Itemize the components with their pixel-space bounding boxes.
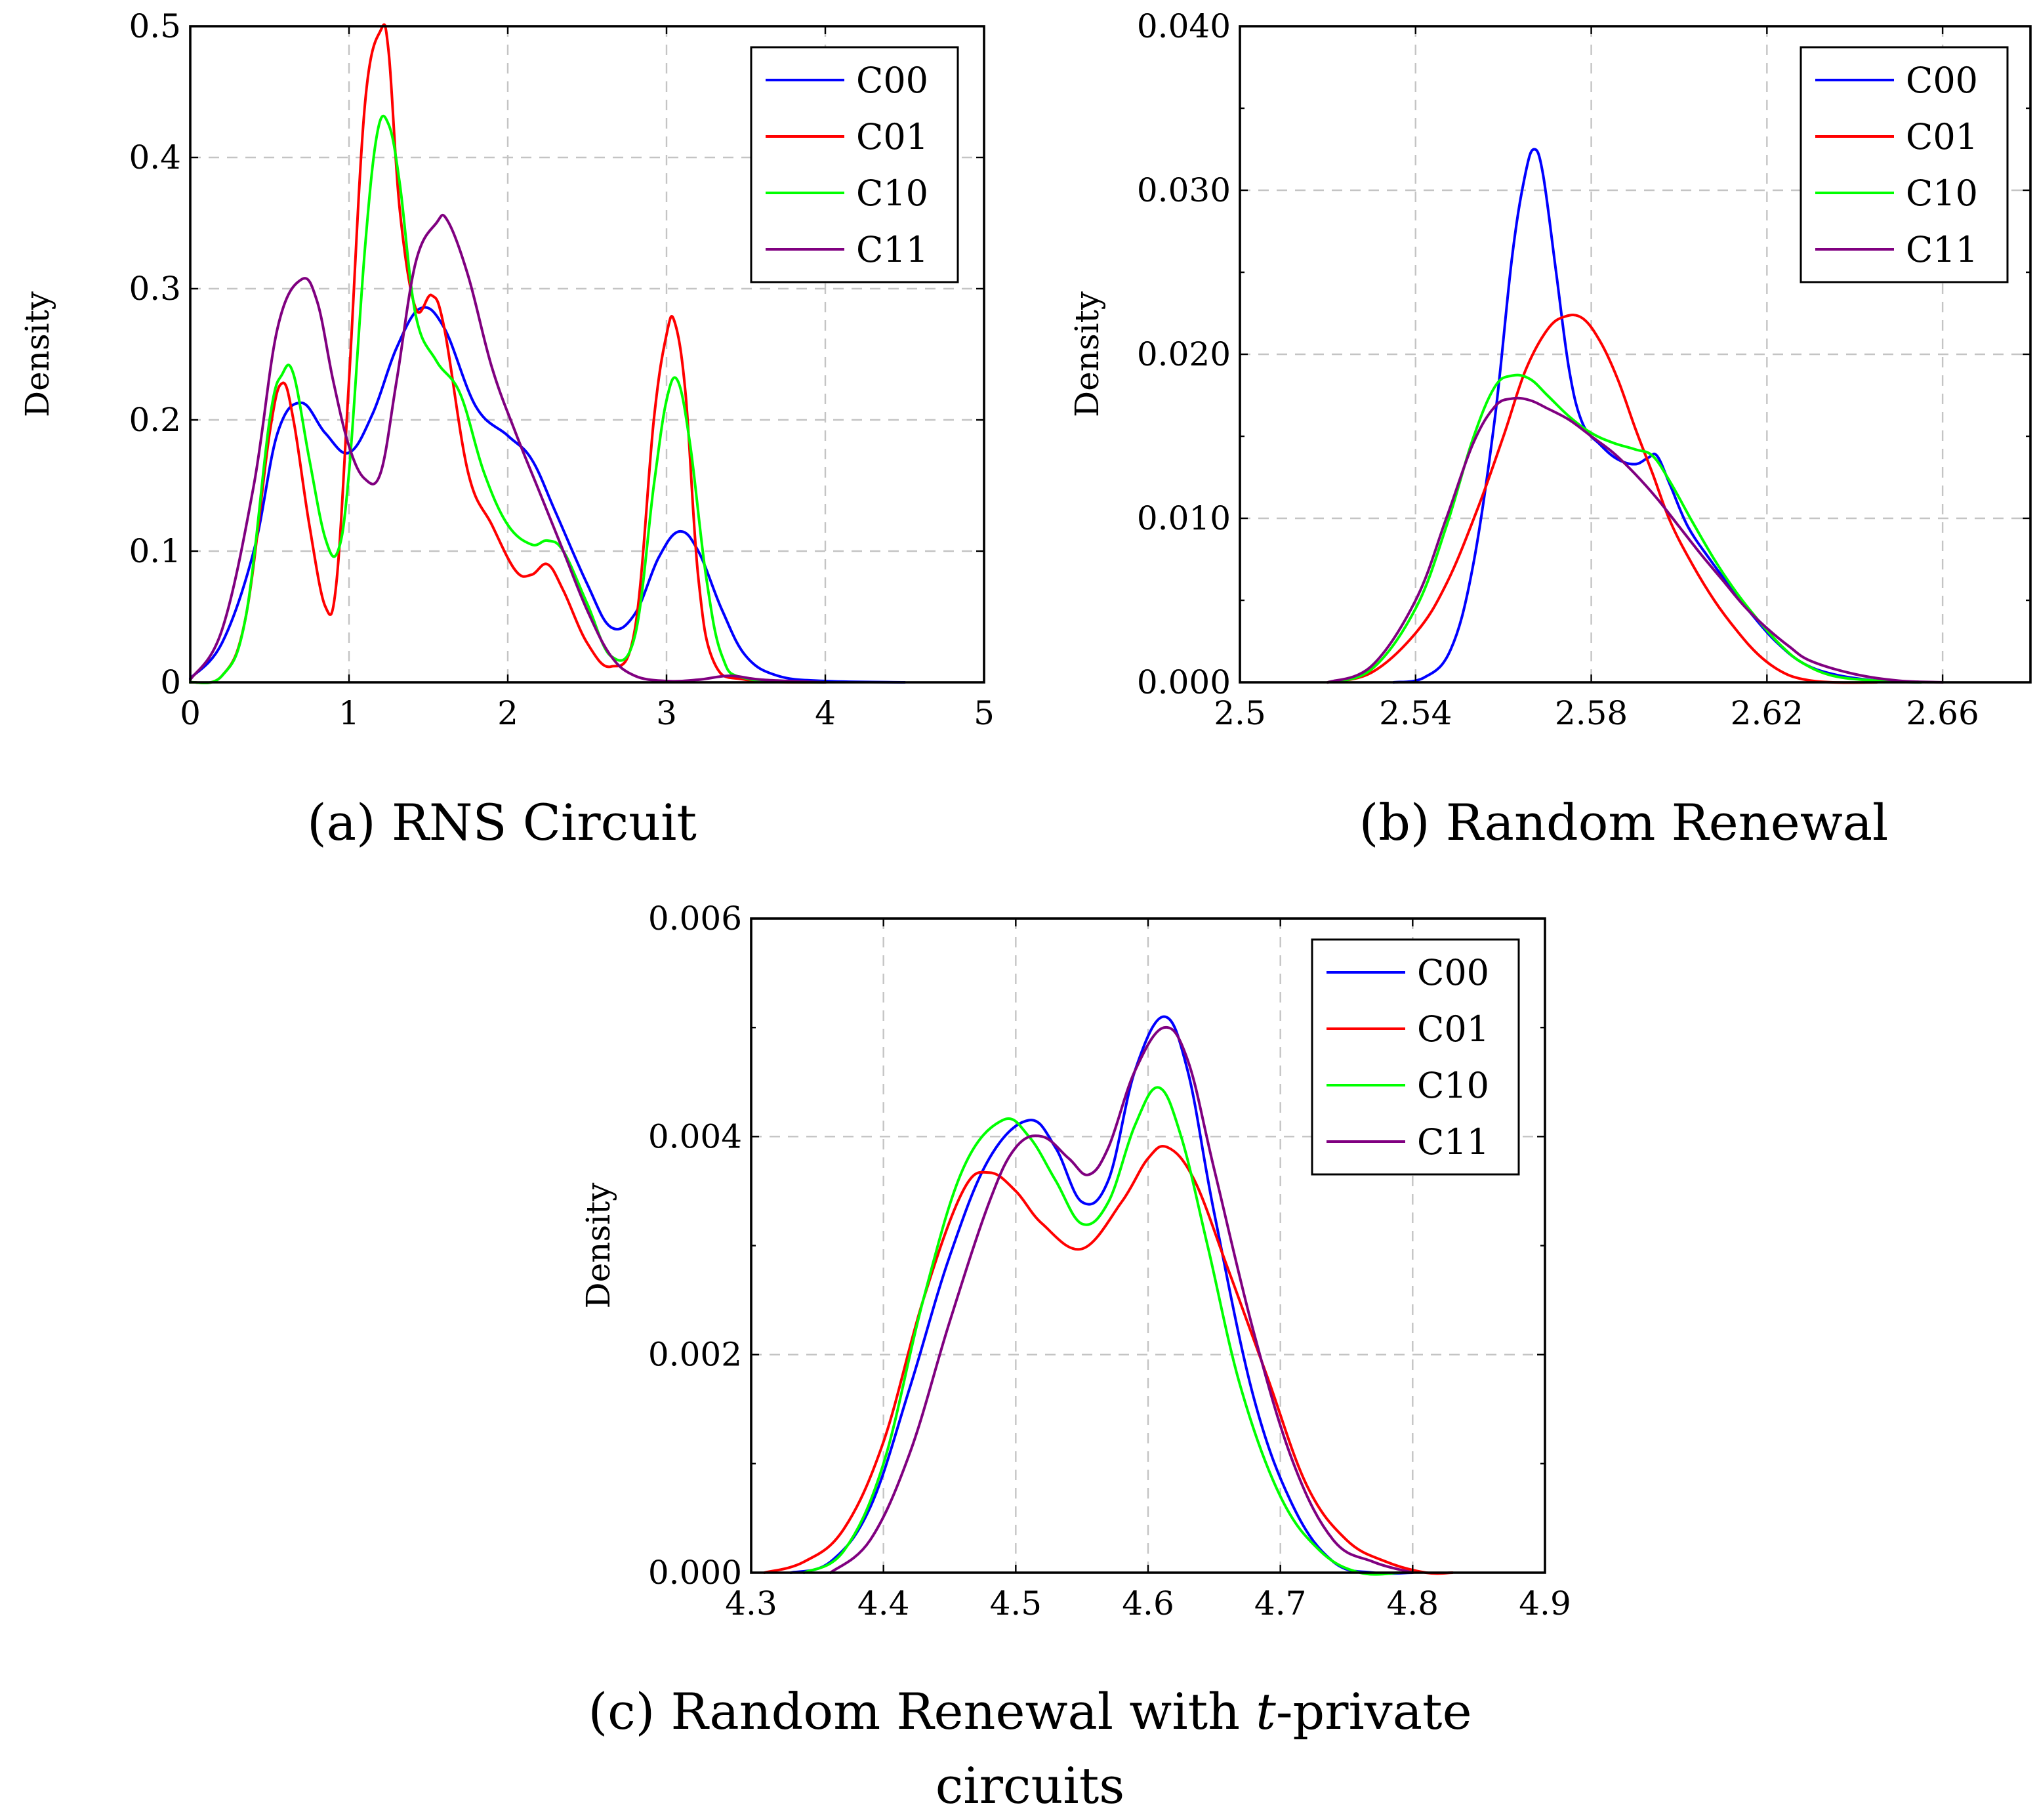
legend-label-c10: C10 <box>1417 1065 1489 1106</box>
legend-label-c00: C00 <box>856 60 928 101</box>
legend-label-c01: C01 <box>856 116 928 157</box>
legend-label-c01: C01 <box>1906 116 1978 157</box>
y-tick-label: 0.3 <box>129 270 181 308</box>
legend-label-c11: C11 <box>856 229 928 270</box>
y-tick-label: 0.020 <box>1137 335 1231 373</box>
panel-caption: (a) RNS Circuit <box>307 793 697 852</box>
legend-label-c11: C11 <box>1417 1121 1489 1163</box>
series-line-c10 <box>802 1086 1401 1576</box>
y-tick-label: 0 <box>160 663 181 701</box>
y-axis-title: Density <box>18 291 56 417</box>
y-tick-label: 0.004 <box>648 1117 742 1155</box>
x-tick-label: 4.4 <box>857 1584 910 1623</box>
legend-box <box>750 46 959 283</box>
y-tick-label: 0.030 <box>1137 171 1231 209</box>
x-tick-label: 2.62 <box>1731 694 1803 732</box>
legend-label-c00: C00 <box>1906 60 1978 101</box>
y-tick-label: 0.000 <box>648 1554 742 1592</box>
panel-caption: (b) Random Renewal <box>1359 793 1889 852</box>
y-tick-label: 0.4 <box>129 138 181 176</box>
x-tick-label: 4.6 <box>1122 1584 1174 1623</box>
legend-label-c01: C01 <box>1417 1008 1489 1050</box>
panel-caption: (c) Random Renewal with t-private <box>588 1682 1471 1741</box>
panel-b-random-renewal: 2.5 2.54 2.58 2.62 2.66 0.000 0.010 0.020 0.030 0… <box>1068 7 2032 852</box>
legend-label-c00: C00 <box>1417 952 1489 993</box>
series-line-c11 <box>189 213 827 684</box>
series-line-c01 <box>763 1144 1454 1575</box>
caption-italic-t: t <box>1256 1682 1276 1741</box>
panel-a-rns-circuit: 0 1 2 3 4 5 0 0.1 0.2 0.3 0.4 0.5 Density C00 C01 C10 C1… <box>18 7 995 852</box>
series-line-c11 <box>829 1025 1414 1574</box>
x-tick-label: 4.8 <box>1387 1584 1439 1623</box>
x-tick-label: 1 <box>339 694 360 732</box>
y-tick-label: 0.1 <box>129 532 181 570</box>
x-tick-label: 2.58 <box>1555 694 1628 732</box>
x-tick-label: 4.3 <box>725 1584 777 1623</box>
y-axis-title: Density <box>1068 291 1106 417</box>
panel-c-random-renewal-t-private: 4.3 4.4 4.5 4.6 4.7 4.8 4.9 0.000 0.002 0.004 0.00… <box>579 900 1571 1815</box>
series-line-c10 <box>1326 373 1922 684</box>
x-tick-label: 4 <box>815 694 836 732</box>
y-tick-label: 0.010 <box>1137 499 1231 537</box>
y-axis-title: Density <box>579 1182 617 1309</box>
legend: C00 C01 C10 C11 <box>1311 938 1520 1176</box>
x-tick-label: 2 <box>497 694 518 732</box>
legend: C00 C01 C10 C11 <box>1800 46 2009 283</box>
x-tick-label: 2.66 <box>1906 694 1979 732</box>
x-tick-label: 2.54 <box>1379 694 1452 732</box>
legend-box <box>1800 46 2009 283</box>
x-tick-label: 0 <box>180 694 201 732</box>
legend-box <box>1311 938 1520 1176</box>
legend: C00 C01 C10 C11 <box>750 46 959 283</box>
x-tick-label: 5 <box>974 694 995 732</box>
y-tick-label: 0.5 <box>129 7 181 45</box>
series-line-c11 <box>1326 396 1944 684</box>
panel-caption: circuits <box>936 1756 1125 1815</box>
y-tick-label: 0.000 <box>1137 663 1231 701</box>
series-line-c00 <box>189 306 906 684</box>
x-tick-label: 2.5 <box>1214 694 1266 732</box>
y-tick-label: 0.002 <box>648 1336 742 1374</box>
y-tick-label: 0.2 <box>129 401 181 439</box>
series-line-c01 <box>189 23 827 685</box>
x-tick-label: 4.7 <box>1254 1584 1307 1623</box>
series-line-c00 <box>789 1015 1414 1575</box>
y-tick-label: 0.040 <box>1137 7 1231 45</box>
x-tick-label: 4.9 <box>1519 1584 1571 1623</box>
x-tick-label: 3 <box>656 694 677 732</box>
x-tick-label: 4.5 <box>990 1584 1042 1623</box>
legend-label-c11: C11 <box>1906 229 1978 270</box>
plot-frame <box>189 25 985 684</box>
y-tick-label: 0.006 <box>648 900 742 938</box>
series-line-c10 <box>189 114 827 685</box>
series-line-c01 <box>1326 314 1878 684</box>
legend-label-c10: C10 <box>856 173 928 214</box>
legend-label-c10: C10 <box>1906 173 1978 214</box>
